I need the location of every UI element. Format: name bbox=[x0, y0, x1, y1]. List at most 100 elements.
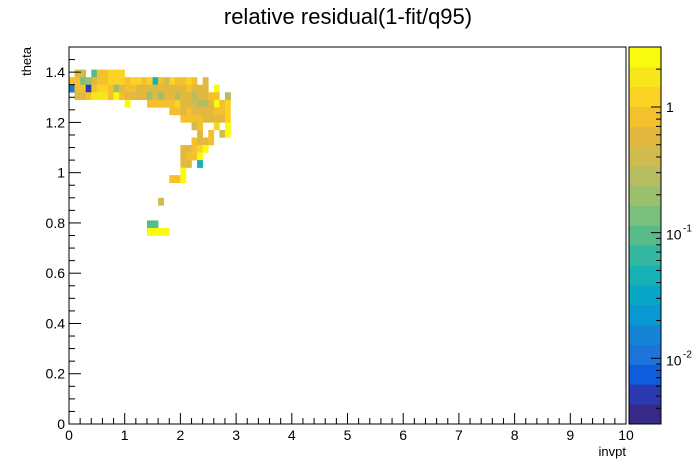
y-tick-label: 0.4 bbox=[46, 315, 66, 331]
heatmap-cell bbox=[74, 92, 81, 101]
colorbar-tick-exponent: -2 bbox=[683, 349, 692, 360]
heatmap-cell bbox=[208, 137, 215, 146]
colorbar-swatch bbox=[629, 225, 661, 246]
heatmap-cell bbox=[213, 114, 220, 123]
heatmap-cell bbox=[124, 84, 131, 93]
y-tick-label: 0.6 bbox=[46, 265, 66, 281]
heatmap-cell bbox=[85, 92, 92, 101]
heatmap-cell bbox=[107, 69, 114, 78]
heatmap-cell bbox=[102, 69, 109, 78]
heatmap-cell bbox=[208, 99, 215, 108]
heatmap-cell bbox=[185, 114, 192, 123]
heatmap-cell bbox=[130, 92, 137, 101]
heatmap-cell bbox=[180, 92, 187, 101]
chart-title: relative residual(1-fit/q95) bbox=[224, 4, 472, 29]
x-tick-label: 3 bbox=[232, 427, 240, 443]
heatmap-cell bbox=[91, 77, 98, 85]
heatmap-cell bbox=[113, 77, 120, 85]
heatmap-cell bbox=[213, 107, 220, 116]
heatmap-cell bbox=[174, 175, 181, 184]
colorbar-swatch bbox=[629, 86, 661, 107]
x-tick-label: 7 bbox=[455, 427, 463, 443]
colorbar-swatch bbox=[629, 185, 661, 207]
heatmap-cell bbox=[213, 122, 220, 131]
heatmap-cell bbox=[130, 84, 137, 93]
heatmap-cell bbox=[180, 152, 187, 161]
heatmap-cell bbox=[219, 99, 226, 108]
heatmap-cell bbox=[107, 92, 114, 101]
heatmap-cell bbox=[69, 84, 75, 93]
heatmap-cell bbox=[191, 152, 198, 161]
heatmap-cell bbox=[141, 84, 148, 93]
heatmap-cell bbox=[124, 99, 131, 108]
heatmap-cell bbox=[202, 114, 209, 123]
heatmap-cell bbox=[135, 84, 142, 93]
x-tick-label: 0 bbox=[65, 427, 73, 443]
heatmap-cell bbox=[74, 84, 81, 93]
heatmap-cell bbox=[185, 92, 192, 101]
heatmap-cell bbox=[202, 107, 209, 116]
heatmap-cell bbox=[185, 77, 192, 85]
heatmap-cell bbox=[74, 69, 81, 78]
colorbar-swatch bbox=[629, 384, 661, 405]
colorbar-tick-label: 1 bbox=[666, 99, 674, 115]
heatmap-cell bbox=[69, 77, 75, 85]
heatmap-cell bbox=[185, 160, 192, 168]
heatmap-cell bbox=[96, 92, 103, 101]
heatmap-cell bbox=[197, 129, 203, 138]
heatmap-cell bbox=[208, 129, 215, 138]
heatmap-cell bbox=[85, 77, 92, 85]
heatmap-cell bbox=[197, 152, 203, 161]
y-axis-label: theta bbox=[19, 46, 34, 76]
heatmap-cell bbox=[185, 107, 192, 116]
x-tick-label: 8 bbox=[511, 427, 519, 443]
heatmap-cell bbox=[102, 77, 109, 85]
colorbar: 10 -210 -11 bbox=[628, 46, 692, 425]
heatmap-cell bbox=[169, 107, 176, 116]
colorbar-swatch bbox=[629, 324, 661, 346]
heatmap-cell bbox=[185, 84, 192, 93]
heatmap-cell bbox=[74, 77, 81, 85]
heatmap-cell bbox=[169, 77, 176, 85]
heatmap-cell bbox=[191, 114, 198, 123]
heatmap-cell bbox=[185, 99, 192, 108]
heatmap-cell bbox=[197, 99, 203, 108]
heatmap-cell bbox=[180, 160, 187, 168]
heatmap-cell bbox=[185, 145, 192, 153]
colorbar-swatch bbox=[629, 404, 661, 425]
heatmap-cell bbox=[119, 92, 125, 101]
heatmap-cell bbox=[174, 99, 181, 108]
colorbar-swatch bbox=[629, 205, 661, 226]
heatmap-cell bbox=[208, 107, 215, 116]
heatmap-cell bbox=[152, 99, 159, 108]
heatmap-cell bbox=[169, 84, 176, 93]
heatmap-cell bbox=[174, 107, 181, 116]
heatmap-cell bbox=[208, 114, 215, 123]
heatmap-cell bbox=[169, 175, 176, 184]
heatmap-cell bbox=[197, 107, 203, 116]
heatmap-cell bbox=[96, 84, 103, 93]
heatmap-cell bbox=[224, 92, 231, 101]
heatmap-cell bbox=[146, 92, 153, 101]
colorbar-swatch bbox=[629, 245, 661, 266]
heatmap-cell bbox=[191, 137, 198, 146]
heatmap-cell bbox=[191, 77, 198, 85]
colorbar-swatch bbox=[629, 66, 661, 88]
heatmap-cell bbox=[146, 227, 153, 236]
heatmap-cell bbox=[141, 77, 148, 85]
heatmap-cell bbox=[174, 92, 181, 101]
heatmap-cell bbox=[180, 175, 187, 184]
heatmap-cell bbox=[224, 122, 231, 131]
heatmap-cell bbox=[80, 77, 87, 85]
colorbar-swatch bbox=[629, 304, 661, 326]
x-tick-label: 1 bbox=[121, 427, 129, 443]
heatmap-cell bbox=[107, 77, 114, 85]
heatmap-cell bbox=[135, 92, 142, 101]
heatmap-cell bbox=[224, 129, 231, 138]
heatmap-cell bbox=[163, 77, 170, 85]
heatmap-cell bbox=[185, 152, 192, 161]
x-tick-label: 6 bbox=[399, 427, 407, 443]
heatmap-cell bbox=[180, 114, 187, 123]
heatmap-cell bbox=[158, 99, 164, 108]
heatmap-cell bbox=[202, 84, 209, 93]
